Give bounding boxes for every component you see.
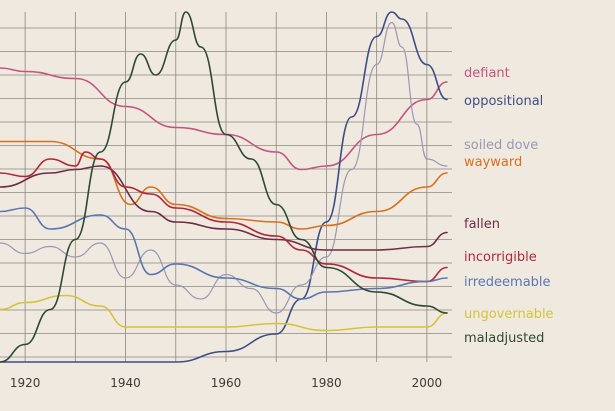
series-label-incorrigible: incorrigible	[464, 250, 537, 265]
series-line-defiant	[0, 67, 448, 171]
series-label-fallen: fallen	[464, 217, 500, 232]
x-axis-tick-labels: 1920 1940 1960 1980 2000	[10, 376, 442, 390]
x-tick-label: 1940	[110, 376, 141, 390]
series-line-irredeemable	[0, 207, 448, 300]
series-label-irredeemable: irredeemable	[464, 275, 551, 290]
series-labels: defiant oppositional soiled dove wayward fal…	[464, 66, 554, 346]
series-label-wayward: wayward	[464, 155, 522, 170]
series-line-maladjusted	[0, 11, 448, 363]
series-label-defiant: defiant	[464, 66, 510, 81]
series-label-maladjusted: maladjusted	[464, 331, 544, 346]
series-label-soiled-dove: soiled dove	[464, 138, 538, 153]
x-tick-label: 2000	[412, 376, 443, 390]
series-line-soiled-dove	[0, 21, 448, 314]
x-tick-label: 1920	[10, 376, 41, 390]
x-tick-label: 1960	[211, 376, 242, 390]
series-line-ungovernable	[0, 294, 448, 332]
series-line-oppositional	[0, 11, 448, 363]
series-label-ungovernable: ungovernable	[464, 307, 554, 322]
series-lines	[0, 11, 448, 363]
x-tick-label: 1980	[311, 376, 342, 390]
series-label-oppositional: oppositional	[464, 94, 543, 109]
series-line-incorrigible	[0, 151, 448, 283]
series-line-fallen	[0, 165, 448, 251]
